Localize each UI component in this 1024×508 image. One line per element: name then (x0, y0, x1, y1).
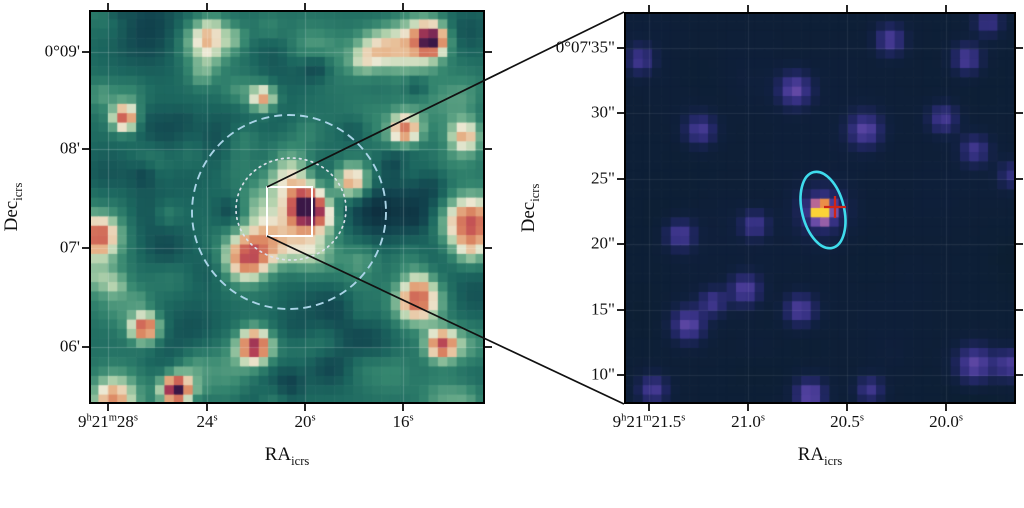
y-tick-label: 0°09' (44, 41, 80, 61)
wide-field-panel: RAicrs Decicrs 9h21m28s 24s 20s 16s 0°09' 08'… (1, 3, 492, 467)
error-ellipse (799, 170, 847, 250)
search-region-dashed-circle (191, 114, 387, 310)
zoom-region-box (266, 186, 313, 237)
ra-axis-label-left: RAicrs (264, 444, 310, 468)
dec-axis-label-left: Decicrs (1, 182, 25, 232)
plot-border (624, 12, 1016, 404)
wide-field-overlays (82, 3, 492, 411)
x-tick-label: 20.0s (929, 412, 963, 431)
x-tick-label: 20.5s (830, 412, 864, 431)
y-tick-label: 06' (59, 336, 80, 356)
x-tick-label: 9h21m21.5s (612, 412, 686, 431)
y-tick-label: 15" (591, 299, 615, 319)
y-tick-label: 07' (59, 237, 80, 257)
y-tick-label: 0°07'35" (555, 37, 615, 57)
y-tick-label: 25" (591, 168, 615, 188)
dec-axis-label-right: Decicrs (518, 183, 542, 233)
zoom-inset-heatmap (624, 12, 1016, 404)
ra-axis-label-right: RAicrs (797, 444, 843, 468)
y-tick-label: 10" (591, 364, 615, 384)
x-tick-label: 21.0s (731, 412, 765, 431)
x-tick-label: 9h21m28s (77, 412, 139, 431)
zoom-inset-panel: RAicrs Decicrs 9h21m21.5s 21.0s 20.5s 20.0s… (518, 5, 1023, 467)
x-tick-label: 24s (196, 412, 218, 431)
zoom-inset-overlays (617, 5, 1023, 411)
y-tick-label: 08' (59, 138, 80, 158)
x-tick-label: 16s (392, 412, 414, 431)
y-tick-label: 20" (591, 233, 615, 253)
y-tick-label: 30" (591, 102, 615, 122)
inner-dotted-circle (235, 157, 347, 261)
plot-border (89, 10, 485, 404)
x-tick-label: 20s (294, 412, 316, 431)
